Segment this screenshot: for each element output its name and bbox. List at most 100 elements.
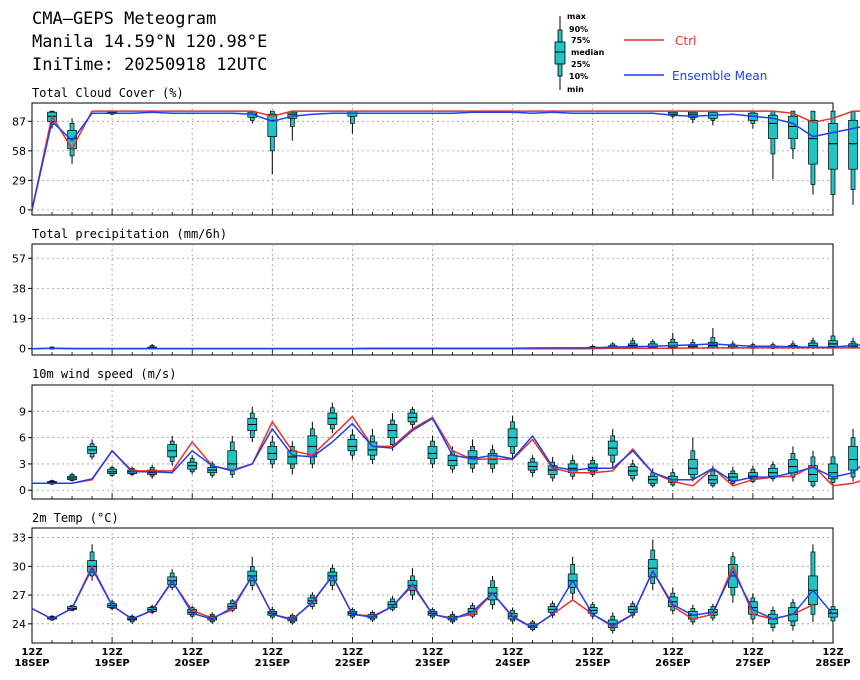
box-upper-tail — [89, 551, 95, 561]
box-upper-tail — [810, 456, 816, 467]
box-upper-tail — [390, 598, 395, 603]
box-lower-tail — [750, 119, 756, 124]
box-14 — [307, 421, 318, 469]
box-upper-tail — [650, 549, 656, 560]
box-upper-tail — [810, 110, 816, 121]
box-lower-tail — [249, 430, 255, 438]
legend-label-p10: 10% — [569, 72, 588, 81]
box-lower-tail — [490, 463, 495, 469]
box-lower-tail — [830, 168, 836, 195]
box-19 — [407, 406, 418, 429]
y-tick-label: 24 — [12, 618, 26, 631]
legend-ctrl-label: Ctrl — [675, 34, 696, 48]
box-iqr — [768, 114, 778, 139]
box-iqr — [848, 119, 858, 170]
box-upper-tail — [850, 437, 856, 447]
box-lower-tail — [330, 580, 335, 586]
box-30 — [627, 459, 638, 482]
panel-2: 0 3 6 9 — [19, 384, 860, 500]
box-upper-tail — [269, 110, 275, 115]
box-upper-tail — [770, 610, 776, 615]
x-tick-label-time: 12Z — [262, 647, 283, 658]
box-lower-tail — [470, 463, 475, 469]
box-33 — [687, 110, 698, 124]
x-tick-label-time: 12Z — [21, 647, 42, 658]
box-lower-tail — [289, 463, 295, 469]
legend-label-p25: 25% — [571, 60, 590, 69]
box-iqr — [227, 450, 238, 471]
x-tick-label-time: 12Z — [182, 647, 203, 658]
ensemble-mean-line — [31, 567, 834, 629]
x-tick-label-time: 12Z — [742, 647, 763, 658]
y-tick-label: 58 — [12, 145, 26, 158]
panel-title-wind: 10m wind speed (m/s) — [32, 367, 177, 381]
y-tick-label: 6 — [19, 432, 26, 445]
legend-box-glyph — [554, 16, 566, 90]
box-upper-tail — [470, 446, 475, 452]
box-39 — [808, 544, 818, 622]
box-upper-tail — [89, 443, 95, 447]
box-lower-tail — [169, 456, 175, 462]
box-upper-tail — [790, 453, 796, 460]
box-2 — [67, 472, 77, 482]
box-iqr — [267, 113, 278, 137]
box-upper-tail — [229, 600, 235, 605]
box-upper-tail — [810, 340, 816, 344]
x-tick-label-date: 22SEP — [335, 658, 370, 669]
box-26 — [547, 600, 558, 619]
box-32 — [667, 587, 678, 615]
x-tick-label-date: 25SEP — [575, 658, 610, 669]
box-3 — [87, 439, 97, 460]
y-tick-label: 57 — [12, 252, 26, 265]
panel-frame — [31, 527, 834, 644]
box-lower-tail — [89, 453, 95, 458]
box-lower-tail — [710, 614, 716, 619]
box-35 — [728, 551, 738, 603]
box-upper-tail — [490, 580, 495, 588]
box-lower-tail — [650, 576, 656, 584]
box-lower-tail — [610, 627, 616, 631]
box-lower-tail — [730, 587, 736, 596]
box-upper-tail — [690, 450, 696, 460]
box-lower-tail — [570, 587, 576, 594]
box-upper-tail — [830, 606, 836, 610]
ctrl-line — [32, 415, 860, 487]
box-upper-tail — [610, 435, 616, 442]
box-31 — [647, 539, 658, 591]
box-31 — [647, 339, 658, 349]
box-lower-tail — [189, 468, 195, 473]
box-37 — [768, 461, 778, 482]
box-40 — [828, 328, 838, 349]
box-24 — [507, 415, 518, 460]
ctrl-line — [31, 565, 814, 629]
box-34 — [707, 110, 718, 126]
box-lower-tail — [550, 474, 556, 479]
box-16 — [347, 110, 358, 134]
panel-0: 0 29 58 87 — [12, 102, 860, 217]
panel-title-temp: 2m Temp (°C) — [32, 511, 119, 525]
box-lower-tail — [269, 136, 275, 152]
box-upper-tail — [710, 337, 716, 343]
box-upper-tail — [69, 123, 75, 131]
box-upper-tail — [670, 338, 676, 343]
box-lower-tail — [770, 623, 776, 629]
box-11 — [247, 556, 258, 591]
box-upper-tail — [370, 435, 375, 443]
box-16 — [347, 428, 358, 460]
box-iqr — [347, 439, 358, 452]
x-tick-label-date: 19SEP — [94, 658, 129, 669]
box-lower-tail — [350, 115, 355, 124]
box-lower-tail — [410, 589, 415, 596]
box-lower-tail — [690, 474, 696, 479]
x-tick-label-date: 28SEP — [815, 658, 850, 669]
box-1 — [47, 479, 57, 485]
box-lower-tail — [390, 437, 395, 445]
box-41 — [848, 337, 858, 349]
y-tick-label: 0 — [19, 343, 26, 356]
box-upper-tail — [490, 449, 495, 454]
box-iqr — [808, 119, 818, 165]
box-22 — [467, 439, 478, 473]
panel-title-cloud: Total Cloud Cover (%) — [32, 86, 184, 100]
box-upper-tail — [169, 572, 175, 578]
